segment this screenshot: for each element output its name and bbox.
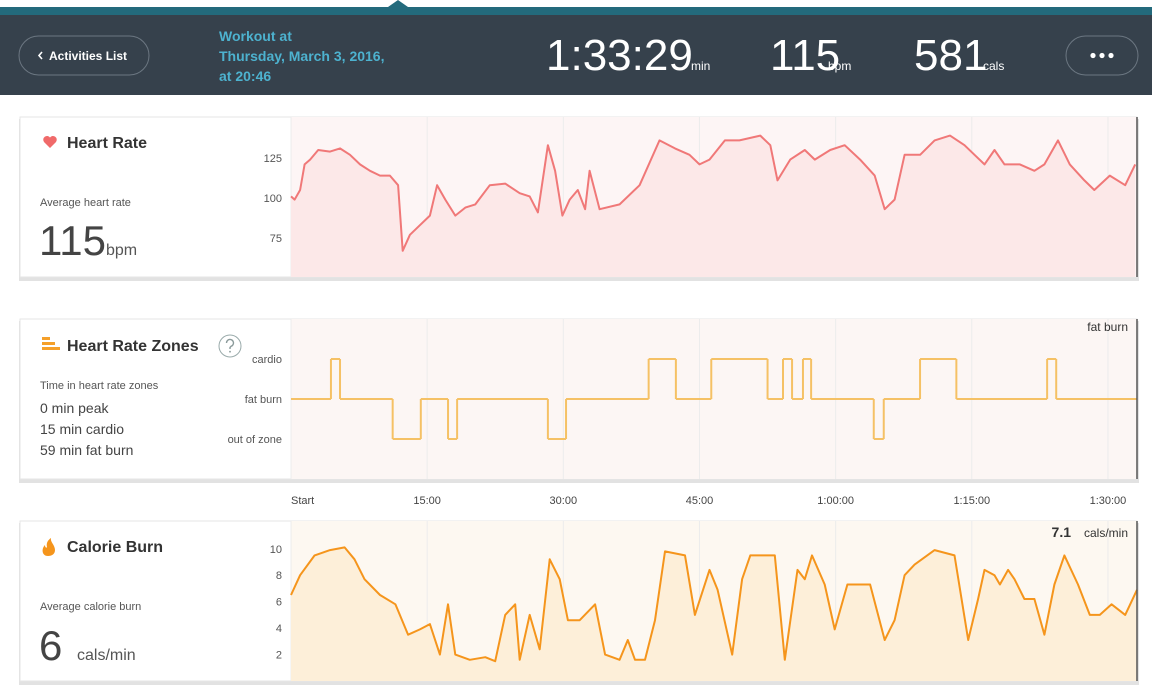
heart-rate: 115 xyxy=(770,31,840,80)
y-tick-label: 2 xyxy=(276,650,282,662)
back-chevron xyxy=(37,51,43,60)
zones-icon xyxy=(42,342,55,345)
x-tick-label: 30:00 xyxy=(550,495,578,507)
y-tick-label: out of zone xyxy=(228,434,282,446)
y-tick-label: fat burn xyxy=(245,394,282,406)
y-tick-label: 125 xyxy=(264,153,282,165)
y-tick-label: 10 xyxy=(270,544,282,556)
x-tick-label: 1:30:00 xyxy=(1090,495,1127,507)
data-line xyxy=(290,134,1137,252)
x-tick-label: 1:00:00 xyxy=(817,495,854,507)
heart-rate-unit: bpm xyxy=(828,59,851,73)
y-tick-label: cardio xyxy=(252,354,282,366)
workout-date: Thursday, March 3, 2016, xyxy=(219,48,384,64)
y-tick-label: 6 xyxy=(276,597,282,609)
panel-title: Heart Rate Zones xyxy=(67,338,199,355)
help-icon xyxy=(229,350,231,353)
back-label[interactable]: Activities List xyxy=(49,49,127,63)
zones-icon xyxy=(42,347,60,350)
panels: 75 100 125 Start 15:00 30:00 45:00 1:00:00 1:15:… xyxy=(19,116,1139,685)
area-fill xyxy=(291,135,1136,277)
panel-texts: Heart Rate Average heart rate 115 bpm He… xyxy=(39,135,1128,669)
workout-title: Workout at xyxy=(219,28,292,44)
x-tick-label: 45:00 xyxy=(686,495,714,507)
more-button[interactable] xyxy=(1065,35,1139,76)
flame-icon xyxy=(42,538,55,556)
stat-unit: bpm xyxy=(106,242,137,259)
header-bar xyxy=(0,0,1152,95)
more-dot xyxy=(1108,52,1114,59)
x-tick-label: 15:00 xyxy=(413,495,441,507)
top-strip xyxy=(0,0,1152,7)
data-line xyxy=(290,546,1138,663)
stat-label: Average heart rate xyxy=(40,197,131,209)
help-icon xyxy=(225,338,235,349)
y-tick-label: 8 xyxy=(276,570,282,582)
x-tick-label: Start xyxy=(291,495,314,507)
stat-line: 15 min cardio xyxy=(40,421,124,437)
duration: 1:33:29 xyxy=(546,31,693,80)
panel-title: Heart Rate xyxy=(67,135,147,152)
back-button[interactable] xyxy=(18,35,150,76)
x-tick-label: 1:15:00 xyxy=(953,495,990,507)
workout-time: at 20:46 xyxy=(219,68,271,84)
more-dot xyxy=(1099,52,1105,59)
stat-unit: cals/min xyxy=(77,647,136,664)
y-tick-label: 75 xyxy=(270,233,282,245)
y-tick-label: 4 xyxy=(276,623,282,635)
y-tick-label: 100 xyxy=(264,193,282,205)
stat-value: 6 xyxy=(39,622,62,669)
stat-line: 0 min peak xyxy=(40,400,109,416)
zone-annotation: fat burn xyxy=(1087,320,1128,334)
stat-label: Average calorie burn xyxy=(40,601,141,613)
area-fill xyxy=(291,547,1137,681)
heart-icon xyxy=(43,136,57,148)
zones-icon xyxy=(42,337,50,340)
help-button[interactable] xyxy=(218,334,242,358)
calories-unit: cals xyxy=(983,59,1004,73)
stat-line: 59 min fat burn xyxy=(40,442,133,458)
nav-notch xyxy=(388,0,408,7)
stat-label: Time in heart rate zones xyxy=(40,380,159,392)
calories: 581 xyxy=(914,31,987,80)
stat-value: 115 xyxy=(39,217,106,264)
current-unit: cals/min xyxy=(1084,526,1128,540)
panel-title: Calorie Burn xyxy=(67,539,163,556)
current-value: 7.1 xyxy=(1052,524,1072,540)
more-dot xyxy=(1090,52,1096,59)
duration-unit: min xyxy=(691,59,710,73)
nav-stripe xyxy=(0,7,1152,15)
